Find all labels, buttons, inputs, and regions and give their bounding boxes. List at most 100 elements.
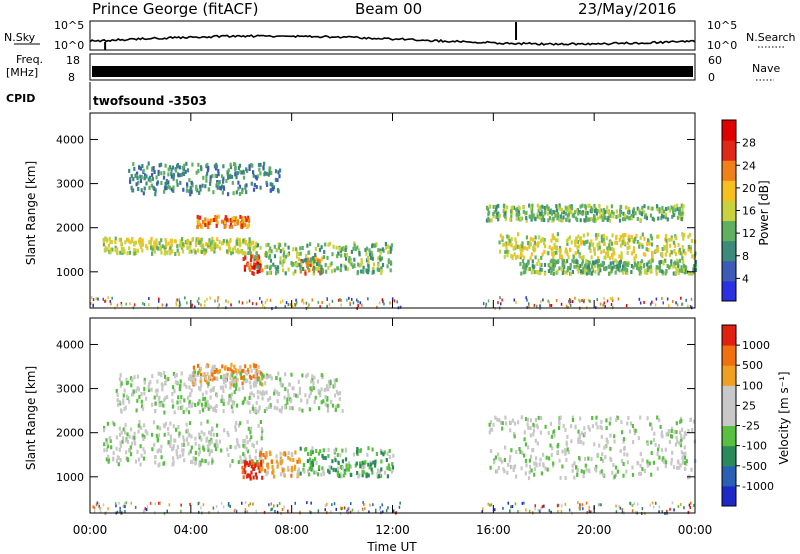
scatter-cell xyxy=(581,239,584,244)
scatter-cell xyxy=(307,250,310,255)
scatter-cell xyxy=(246,371,249,376)
scatter-cell xyxy=(212,368,215,373)
scatter-cell xyxy=(613,439,616,444)
scatter-cell xyxy=(249,502,252,506)
scatter-cell xyxy=(334,468,337,473)
scatter-cell xyxy=(290,398,293,403)
scatter-cell xyxy=(265,390,268,395)
scatter-cell xyxy=(230,392,233,397)
scatter-cell xyxy=(216,423,219,428)
scatter-cell xyxy=(158,299,160,303)
scatter-cell xyxy=(366,256,370,260)
scatter-cell xyxy=(109,439,112,443)
scatter-cell xyxy=(529,426,532,431)
scatter-cell xyxy=(163,410,166,415)
scatter-cell xyxy=(125,394,129,399)
scatter-cell xyxy=(265,375,268,380)
scatter-cell xyxy=(638,242,641,247)
scatter-cell xyxy=(176,244,179,249)
scatter-cell xyxy=(215,367,218,372)
scatter-cell xyxy=(577,211,580,216)
scatter-cell xyxy=(313,375,316,380)
scatter-cell xyxy=(540,506,542,510)
scatter-cell xyxy=(308,472,311,477)
scatter-cell xyxy=(611,253,614,257)
scatter-cell xyxy=(227,401,230,406)
scatter-cell xyxy=(490,503,493,507)
scatter-cell xyxy=(197,223,200,227)
scatter-cell xyxy=(643,300,645,304)
scatter-cell xyxy=(327,379,330,384)
scatter-cell xyxy=(527,267,530,272)
scatter-cell xyxy=(246,263,249,268)
scatter-cell xyxy=(312,386,315,391)
scatter-cell xyxy=(241,301,244,305)
scatter-cell xyxy=(604,444,607,449)
scatter-cell xyxy=(129,179,132,184)
scatter-cell xyxy=(133,438,136,442)
scatter-cell xyxy=(213,405,216,410)
scatter-cell xyxy=(154,454,157,459)
scatter-cell xyxy=(524,471,527,476)
scatter-cell xyxy=(670,250,673,255)
scatter-cell xyxy=(543,271,547,276)
scatter-cell xyxy=(626,421,629,426)
scatter-cell xyxy=(159,247,162,252)
scatter-cell xyxy=(198,238,201,243)
scatter-cell xyxy=(599,215,602,220)
scatter-cell xyxy=(573,239,577,244)
scatter-cell xyxy=(155,393,159,398)
freq-unit-label: [MHz] xyxy=(6,66,38,79)
scatter-cell xyxy=(314,252,317,257)
scatter-cell xyxy=(194,381,197,386)
site-title: Prince George (fitACF) xyxy=(92,0,258,18)
scatter-cell xyxy=(547,251,550,256)
scatter-cell xyxy=(348,463,351,468)
scatter-cell xyxy=(605,418,608,423)
scatter-cell xyxy=(645,216,648,221)
scatter-cell xyxy=(598,210,601,215)
scatter-cell xyxy=(229,504,231,508)
scatter-cell xyxy=(131,237,134,241)
scatter-cell xyxy=(283,250,286,255)
scatter-cell xyxy=(231,369,234,374)
scatter-cell xyxy=(133,242,136,247)
scatter-cell xyxy=(253,409,256,414)
scatter-cell xyxy=(519,262,522,266)
scatter-cell xyxy=(666,509,668,513)
scatter-cell xyxy=(233,364,236,369)
scatter-cell xyxy=(247,215,250,220)
scatter-cell xyxy=(301,408,304,413)
scatter-cell xyxy=(277,170,280,175)
scatter-cell xyxy=(114,247,117,252)
scatter-cell xyxy=(662,459,665,464)
scatter-cell xyxy=(124,423,127,427)
scatter-cell xyxy=(549,303,551,307)
scatter-cell xyxy=(592,218,595,223)
scatter-cell xyxy=(136,171,139,176)
scatter-cell xyxy=(194,436,197,441)
scatter-cell xyxy=(198,302,200,305)
scatter-cell xyxy=(257,264,260,269)
scatter-cell xyxy=(213,443,216,448)
scatter-cell xyxy=(198,386,201,391)
scatter-cell xyxy=(240,375,243,380)
scatter-cell xyxy=(277,245,280,250)
scatter-cell xyxy=(682,233,685,238)
scatter-cell xyxy=(225,239,228,244)
scatter-cell xyxy=(250,391,253,396)
scatter-cell xyxy=(596,298,598,302)
scatter-cell xyxy=(605,426,608,430)
scatter-cell xyxy=(620,458,624,463)
scatter-cell xyxy=(612,247,615,252)
scatter-cell xyxy=(140,453,143,458)
scatter-cell xyxy=(210,369,213,374)
scatter-cell xyxy=(317,300,319,304)
scatter-cell xyxy=(385,509,388,513)
scatter-cell xyxy=(621,508,623,511)
scatter-cell xyxy=(610,458,613,463)
scatter-cell xyxy=(276,510,279,514)
scatter-cell xyxy=(590,271,593,276)
scatter-cell xyxy=(235,386,238,391)
scatter-cell xyxy=(161,383,164,388)
